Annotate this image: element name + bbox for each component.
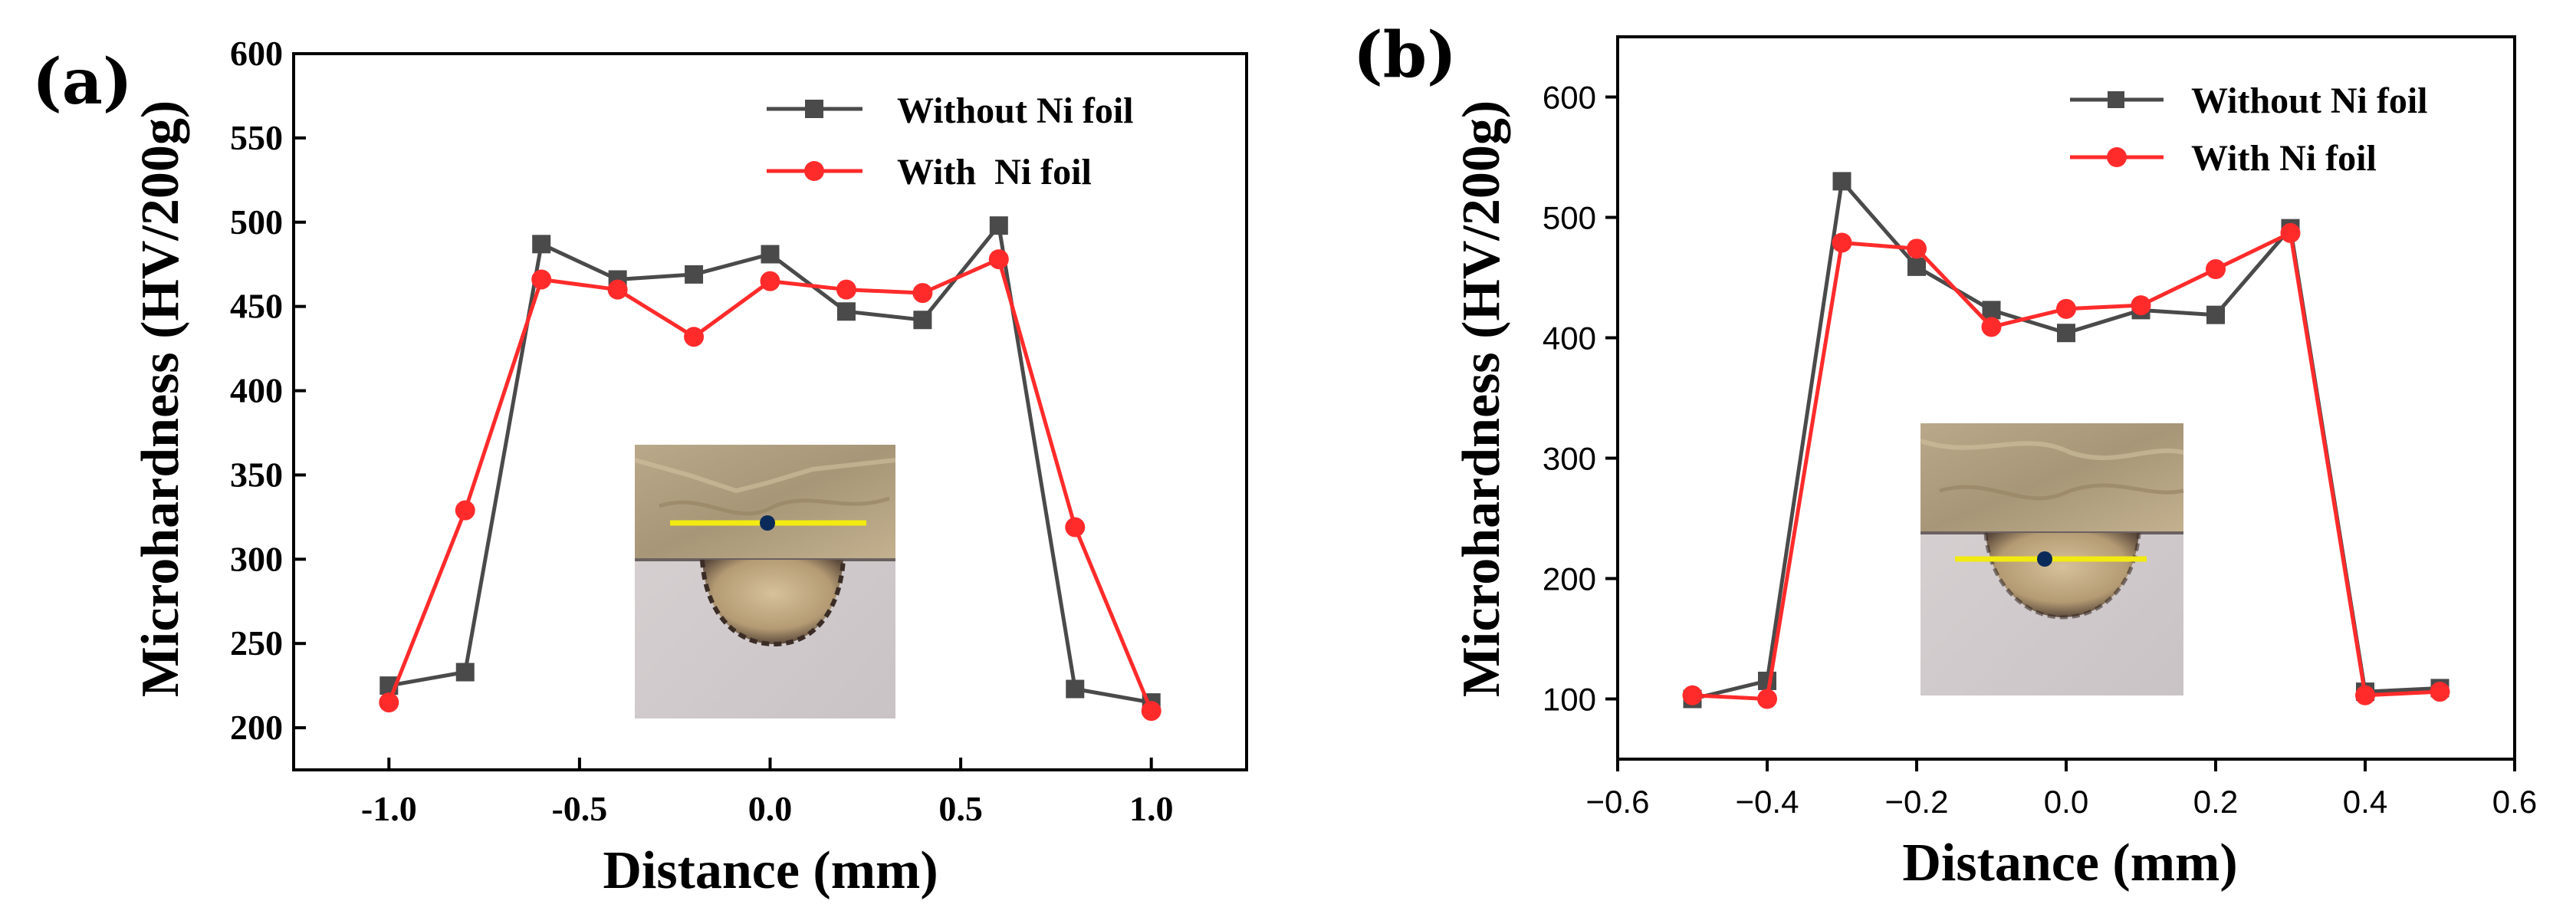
panel-a-x-axis-title: Distance (mm) [603, 841, 938, 900]
data-point-with-ni-foil [2206, 259, 2226, 280]
panel-a-label: (a) [32, 45, 133, 119]
panel-b-y-axis-title: Microhardness (HV/200g) [1452, 100, 1511, 697]
data-point-without-ni-foil [685, 265, 704, 284]
data-point-with-ni-foil [1065, 517, 1086, 538]
panel-b-inset-center-dot [2037, 551, 2052, 567]
x-tick-label: −0.6 [1586, 784, 1650, 820]
y-tick-label: 550 [230, 118, 283, 157]
y-tick-label: 500 [1543, 200, 1596, 236]
x-tick-label: 0.5 [938, 789, 983, 828]
data-point-without-ni-foil [1758, 671, 1776, 690]
panel-b-label: (b) [1353, 18, 1457, 92]
data-point-with-ni-foil [455, 500, 475, 521]
data-point-without-ni-foil [532, 235, 551, 254]
data-point-with-ni-foil [836, 279, 856, 300]
x-tick-label: 0.0 [2044, 784, 2088, 820]
panel-b-legend-with: With Ni foil [2191, 138, 2377, 179]
data-point-without-ni-foil [989, 216, 1008, 235]
x-tick-label: 0.6 [2492, 784, 2537, 820]
panel-b-inset-micrograph [1920, 423, 2184, 695]
data-point-with-ni-foil [607, 279, 628, 300]
y-tick-label: 400 [230, 371, 283, 410]
data-point-with-ni-foil [912, 283, 933, 304]
y-tick-label: 300 [230, 539, 283, 578]
y-tick-label: 100 [1543, 682, 1596, 718]
data-point-with-ni-foil [684, 327, 705, 347]
panel-a-chart: (a) Microhardness (HV/200g) Distance (mm… [32, 34, 1248, 900]
data-point-with-ni-foil [379, 692, 399, 713]
data-point-without-ni-foil [1832, 172, 1852, 191]
panel-a-y-ticks: 200 250 300 350 400 450 500 550 600 [230, 34, 306, 747]
panel-b-legend: Without Ni foil With Ni foil [2070, 81, 2427, 179]
panel-a-x-ticks: -1.0 -0.5 0.0 0.5 1.0 [361, 758, 1174, 828]
data-point-without-ni-foil [1982, 301, 2001, 320]
data-point-without-ni-foil [761, 245, 780, 264]
panel-b-series [1682, 172, 2450, 709]
data-point-with-ni-foil [1832, 232, 1852, 253]
panel-b-chart: (b) Microhardness (HV/200g) Distance (mm… [1353, 18, 2537, 893]
x-tick-label: -0.5 [551, 789, 607, 828]
data-point-without-ni-foil [1066, 679, 1085, 699]
x-tick-label: 0.4 [2343, 784, 2387, 820]
data-point-without-ni-foil [836, 302, 856, 321]
data-point-without-ni-foil [455, 663, 475, 682]
x-tick-label: −0.4 [1736, 784, 1799, 820]
data-point-with-ni-foil [1907, 238, 1927, 259]
data-point-with-ni-foil [1682, 685, 1703, 705]
data-point-without-ni-foil [913, 311, 932, 330]
panel-a-legend-without: Without Ni foil [897, 90, 1133, 131]
y-tick-label: 500 [230, 202, 283, 242]
panel-a-legend-with: With Ni foil [897, 152, 1092, 192]
data-point-without-ni-foil [2206, 305, 2225, 324]
data-point-with-ni-foil [2355, 685, 2375, 705]
y-tick-label: 450 [230, 287, 283, 326]
panel-b-legend-without: Without Ni foil [2191, 81, 2427, 121]
y-tick-label: 600 [1543, 80, 1596, 116]
y-tick-label: 350 [230, 455, 283, 494]
data-point-with-ni-foil [531, 269, 552, 290]
panel-b-y-ticks: 100 200 300 400 500 600 [1543, 80, 1618, 718]
panel-b-x-ticks: −0.6 −0.4 −0.2 0.0 0.2 0.4 0.6 [1586, 759, 2537, 820]
panel-a-legend: Without Ni foil With Ni foil [767, 90, 1133, 192]
panel-a-inset-micrograph [634, 445, 896, 718]
x-tick-label: 0.2 [2193, 784, 2238, 820]
data-point-with-ni-foil [2430, 682, 2450, 702]
data-point-with-ni-foil [2131, 295, 2151, 316]
data-point-with-ni-foil [988, 249, 1009, 270]
data-point-with-ni-foil [1141, 701, 1162, 722]
data-point-with-ni-foil [2280, 222, 2301, 243]
y-tick-label: 200 [1543, 561, 1596, 597]
data-point-with-ni-foil [760, 271, 780, 291]
y-tick-label: 600 [230, 34, 283, 73]
panel-b-x-axis-title: Distance (mm) [1902, 834, 2237, 893]
x-tick-label: 1.0 [1129, 789, 1174, 828]
panel-a-series [379, 216, 1162, 722]
y-tick-label: 250 [230, 623, 283, 663]
y-tick-label: 300 [1543, 441, 1596, 477]
y-tick-label: 200 [230, 708, 283, 747]
data-point-with-ni-foil [1981, 317, 2002, 337]
data-point-without-ni-foil [2057, 324, 2075, 343]
x-tick-label: 0.0 [748, 789, 793, 828]
panel-a-y-axis-title: Microhardness (HV/200g) [131, 100, 190, 697]
panel-a-inset-center-dot [760, 515, 775, 531]
data-point-with-ni-foil [2056, 298, 2076, 319]
x-tick-label: −0.2 [1885, 784, 1949, 820]
y-tick-label: 400 [1543, 321, 1596, 357]
data-point-with-ni-foil [1757, 689, 1777, 709]
x-tick-label: -1.0 [361, 789, 417, 828]
data-point-without-ni-foil [1907, 257, 1926, 276]
